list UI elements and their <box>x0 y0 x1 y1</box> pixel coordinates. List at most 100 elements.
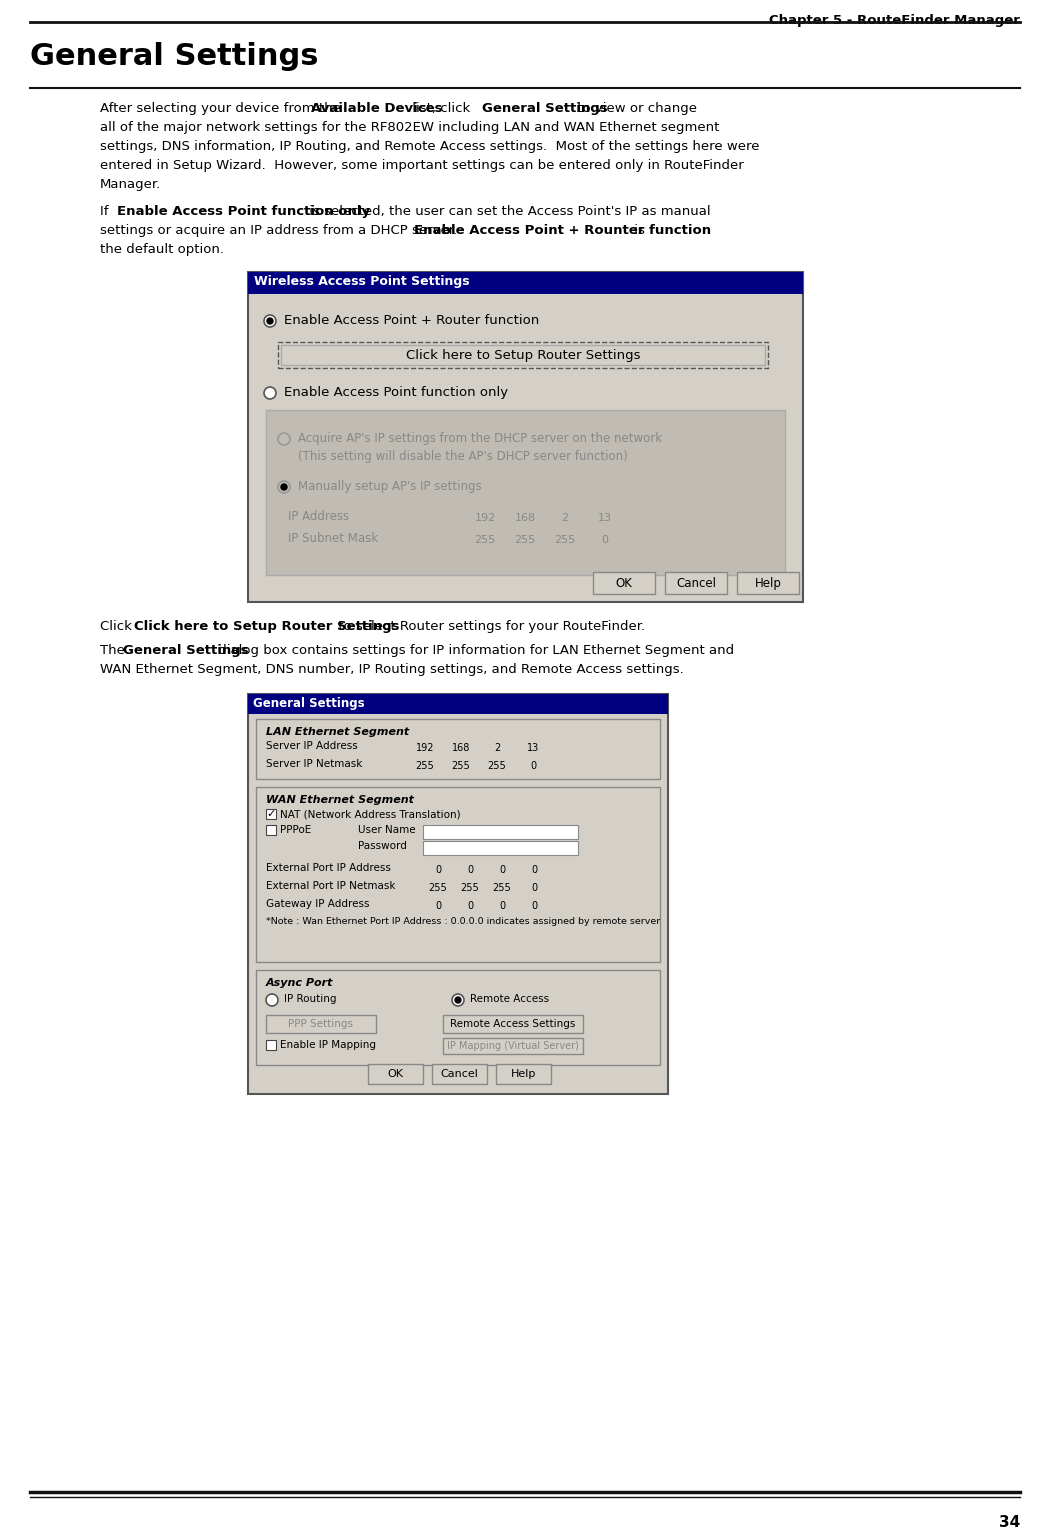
Text: Gateway IP Address: Gateway IP Address <box>266 900 370 909</box>
Text: Remote Access: Remote Access <box>470 994 549 1004</box>
Circle shape <box>264 315 276 327</box>
Bar <box>443 1014 583 1033</box>
Bar <box>586 509 624 526</box>
Text: 0: 0 <box>435 901 441 910</box>
Text: Click: Click <box>100 620 136 633</box>
Text: Acquire AP's IP settings from the DHCP server on the network: Acquire AP's IP settings from the DHCP s… <box>298 431 663 445</box>
Text: 255: 255 <box>416 760 435 771</box>
Bar <box>408 759 442 773</box>
Bar <box>480 741 514 754</box>
Text: General Settings: General Settings <box>253 698 364 710</box>
Text: 0: 0 <box>467 901 474 910</box>
Bar <box>368 1063 423 1083</box>
Bar <box>266 410 785 575</box>
Text: 0: 0 <box>531 883 537 892</box>
Circle shape <box>281 483 287 490</box>
Text: WAN Ethernet Segment: WAN Ethernet Segment <box>266 796 414 805</box>
Text: OK: OK <box>615 577 632 589</box>
Bar <box>546 532 584 548</box>
Bar <box>506 509 544 526</box>
Text: General Settings: General Settings <box>123 644 249 656</box>
Bar <box>248 695 668 1094</box>
Bar <box>455 863 485 877</box>
Text: 0: 0 <box>530 760 537 771</box>
Text: After selecting your device from the: After selecting your device from the <box>100 103 345 115</box>
Bar <box>455 881 485 894</box>
Bar <box>665 572 727 594</box>
Text: Manually setup AP's IP settings: Manually setup AP's IP settings <box>298 480 482 493</box>
Text: is selected, the user can set the Access Point's IP as manual: is selected, the user can set the Access… <box>306 205 711 217</box>
Text: External Port IP Netmask: External Port IP Netmask <box>266 881 396 890</box>
Bar <box>516 759 550 773</box>
Text: 2: 2 <box>494 744 500 753</box>
Text: 255: 255 <box>475 536 496 545</box>
Text: (This setting will disable the AP's DHCP server function): (This setting will disable the AP's DHCP… <box>298 450 628 464</box>
Text: WAN Ethernet Segment, DNS number, IP Routing settings, and Remote Access setting: WAN Ethernet Segment, DNS number, IP Rou… <box>100 662 684 676</box>
Text: 168: 168 <box>514 513 536 523</box>
Text: PPPoE: PPPoE <box>280 825 311 835</box>
Circle shape <box>266 994 278 1007</box>
Text: entered in Setup Wizard.  However, some important settings can be entered only i: entered in Setup Wizard. However, some i… <box>100 159 743 171</box>
Text: 0: 0 <box>531 901 537 910</box>
Bar <box>423 825 578 838</box>
Text: If: If <box>100 205 112 217</box>
Bar <box>423 881 453 894</box>
Text: LAN Ethernet Segment: LAN Ethernet Segment <box>266 727 410 737</box>
Bar <box>506 532 544 548</box>
Text: *Note : Wan Ethernet Port IP Address : 0.0.0.0 indicates assigned by remote serv: *Note : Wan Ethernet Port IP Address : 0… <box>266 916 660 926</box>
Text: The: The <box>100 644 129 656</box>
Text: General Settings: General Settings <box>30 41 318 70</box>
Text: settings or acquire an IP address from a DHCP server.: settings or acquire an IP address from a… <box>100 223 465 237</box>
Text: IP Subnet Mask: IP Subnet Mask <box>288 532 378 545</box>
Text: User Name: User Name <box>358 825 416 835</box>
Text: list, click: list, click <box>407 103 475 115</box>
Text: Chapter 5 - RouteFinder Manager: Chapter 5 - RouteFinder Manager <box>769 14 1020 28</box>
Bar <box>248 695 668 715</box>
Text: Available Devices: Available Devices <box>311 103 442 115</box>
Text: Click here to Setup Router Settings: Click here to Setup Router Settings <box>134 620 400 633</box>
Text: Manager.: Manager. <box>100 177 162 191</box>
Text: 0: 0 <box>467 864 474 875</box>
Text: 255: 255 <box>452 760 470 771</box>
Text: 255: 255 <box>514 536 536 545</box>
Text: 255: 255 <box>461 883 480 892</box>
Text: 2: 2 <box>562 513 568 523</box>
Bar <box>487 900 517 912</box>
Bar <box>423 842 578 855</box>
Bar <box>444 759 478 773</box>
Text: Help: Help <box>510 1069 537 1079</box>
Bar <box>487 863 517 877</box>
Text: 0: 0 <box>499 901 505 910</box>
Bar <box>519 881 549 894</box>
Text: Click here to Setup Router Settings: Click here to Setup Router Settings <box>405 349 640 361</box>
Circle shape <box>278 480 290 493</box>
Circle shape <box>452 994 464 1007</box>
Text: ✓: ✓ <box>267 809 276 819</box>
Bar <box>586 532 624 548</box>
Text: Cancel: Cancel <box>441 1069 479 1079</box>
Text: Cancel: Cancel <box>676 577 716 589</box>
Text: Enable IP Mapping: Enable IP Mapping <box>280 1040 376 1050</box>
Text: Enable Access Point function only: Enable Access Point function only <box>118 205 371 217</box>
Bar <box>496 1063 551 1083</box>
Bar <box>466 532 504 548</box>
Text: Enable Access Point function only: Enable Access Point function only <box>284 386 508 399</box>
Text: Password: Password <box>358 842 407 851</box>
Bar <box>266 1014 376 1033</box>
Bar <box>487 881 517 894</box>
Bar <box>248 272 803 294</box>
Text: Remote Access Settings: Remote Access Settings <box>450 1019 575 1030</box>
Text: 34: 34 <box>999 1515 1020 1530</box>
Text: 192: 192 <box>416 744 435 753</box>
Bar <box>444 741 478 754</box>
Text: IP Routing: IP Routing <box>284 994 336 1004</box>
Bar <box>423 863 453 877</box>
Bar <box>519 863 549 877</box>
Text: IP Mapping (Virtual Server): IP Mapping (Virtual Server) <box>447 1040 579 1051</box>
Bar <box>256 719 660 779</box>
Bar <box>455 900 485 912</box>
Text: settings, DNS information, IP Routing, and Remote Access settings.  Most of the : settings, DNS information, IP Routing, a… <box>100 141 759 153</box>
Text: 13: 13 <box>598 513 612 523</box>
Text: Help: Help <box>755 577 781 589</box>
Bar <box>593 572 655 594</box>
